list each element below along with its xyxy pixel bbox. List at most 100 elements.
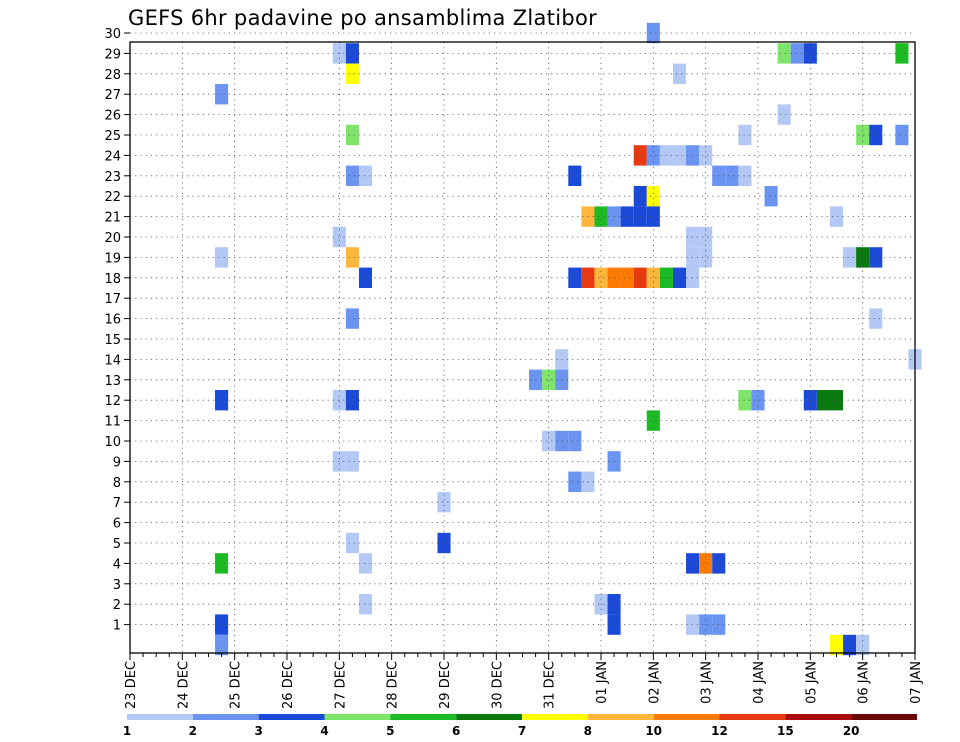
heatmap-cell [725,165,739,186]
heatmap-cell [568,471,582,492]
heatmap-cell [777,104,791,125]
x-tick-label: 23 DEC [124,661,139,709]
heatmap-cell [358,267,373,288]
heatmap-cell [215,247,229,268]
x-tick-label: 04 JAN [752,661,767,704]
y-tick-label: 6 [113,517,121,532]
heatmap-cell [869,124,883,146]
heatmap-cell [215,553,229,574]
x-tick-label: 28 DEC [386,661,401,709]
heatmap-cell [869,308,883,329]
grid-layer [130,32,915,653]
heatmap-cell [345,247,359,268]
heatmap-cell [646,206,660,227]
heatmap-cell [345,165,359,186]
heatmap-cell [856,634,870,656]
heatmap-cell [646,145,660,166]
legend-swatch [522,714,588,720]
heatmap-cell [542,430,556,452]
legend-swatch [653,714,720,720]
heatmap-cell [437,532,451,554]
x-axis: 23 DEC 24 DEC 25 DEC 26 DEC 27 DEC 28 DEC 29 D… [124,653,924,709]
heatmap-cell [829,390,844,411]
y-tick-label: 19 [104,251,121,266]
y-tick-label: 12 [104,394,121,409]
y-tick-label: 7 [113,496,121,511]
heatmap-cell [568,430,582,452]
y-tick-label: 5 [113,537,121,552]
heatmap-cell [568,165,582,186]
heatmap-cell [358,553,373,574]
legend-label: 1 [123,724,131,738]
heatmap-cell [568,267,582,288]
y-tick-label: 13 [104,374,121,389]
heatmap-cell [895,43,909,64]
legend-label: 10 [645,724,662,738]
heatmap-cell [358,594,373,615]
y-tick-label: 9 [113,455,121,470]
x-tick-label: 03 JAN [700,661,715,704]
legend-label: 15 [777,724,794,738]
heatmap-cell [699,226,713,248]
legend-swatch [127,714,193,720]
heatmap-cell [699,247,713,268]
heatmap-cell [215,390,229,411]
heatmap-cell [672,145,687,166]
x-tick-label: 29 DEC [438,661,453,709]
heatmap-cell [345,63,359,84]
heatmap-cell [843,634,857,656]
legend-swatch [719,714,786,720]
heatmap-cell [803,390,817,411]
heatmap-cell [345,308,359,329]
y-tick-label: 11 [104,415,121,430]
y-axis: 1234567891011121314151617181920212223242… [104,27,130,634]
heatmap-cell [332,390,346,411]
legend-label: 5 [386,724,394,738]
y-tick-label: 10 [104,435,121,450]
heatmap-cell [646,22,660,44]
heatmap-cell [345,124,359,146]
y-tick-label: 27 [104,88,121,103]
heatmap-cell [777,43,791,64]
heatmap-cell [215,614,229,635]
x-tick-label: 25 DEC [229,661,244,709]
y-tick-label: 20 [104,231,121,246]
y-tick-label: 14 [104,353,121,368]
legend-swatch [258,714,325,720]
x-tick-label: 30 DEC [490,661,505,709]
heatmap-cell [345,43,359,64]
heatmap-cell [672,267,687,288]
heatmap-cell [332,451,346,472]
legend-label: 3 [254,724,262,738]
legend-swatch [456,714,522,720]
legend-label: 7 [518,724,526,738]
y-tick-label: 2 [113,598,121,613]
x-tick-label: 02 JAN [647,661,662,704]
heatmap-cell [215,84,229,105]
y-tick-label: 15 [104,333,121,348]
y-tick-label: 18 [104,272,121,287]
heatmap-cell [843,247,857,268]
y-tick-label: 22 [104,190,121,205]
heatmap-cell [529,369,543,390]
legend-swatch [324,714,391,720]
y-tick-label: 26 [104,109,121,124]
y-tick-label: 25 [104,129,121,144]
y-tick-label: 28 [104,68,121,83]
cells-layer [215,22,922,656]
y-tick-label: 21 [104,211,121,226]
y-tick-label: 24 [104,149,121,164]
heatmap-cell [764,186,778,207]
heatmap-cell [332,226,346,248]
heatmap-cell [738,124,752,146]
heatmap-cell [345,532,359,554]
legend-label: 4 [320,724,328,738]
y-tick-label: 30 [104,27,121,42]
heatmap-cell [738,390,752,411]
heatmap-cell [358,165,373,186]
y-tick-label: 23 [104,170,121,185]
heatmap-cell [895,124,909,146]
y-tick-label: 29 [104,47,121,62]
heatmap-cell [856,247,870,268]
heatmap-cell [816,390,830,411]
